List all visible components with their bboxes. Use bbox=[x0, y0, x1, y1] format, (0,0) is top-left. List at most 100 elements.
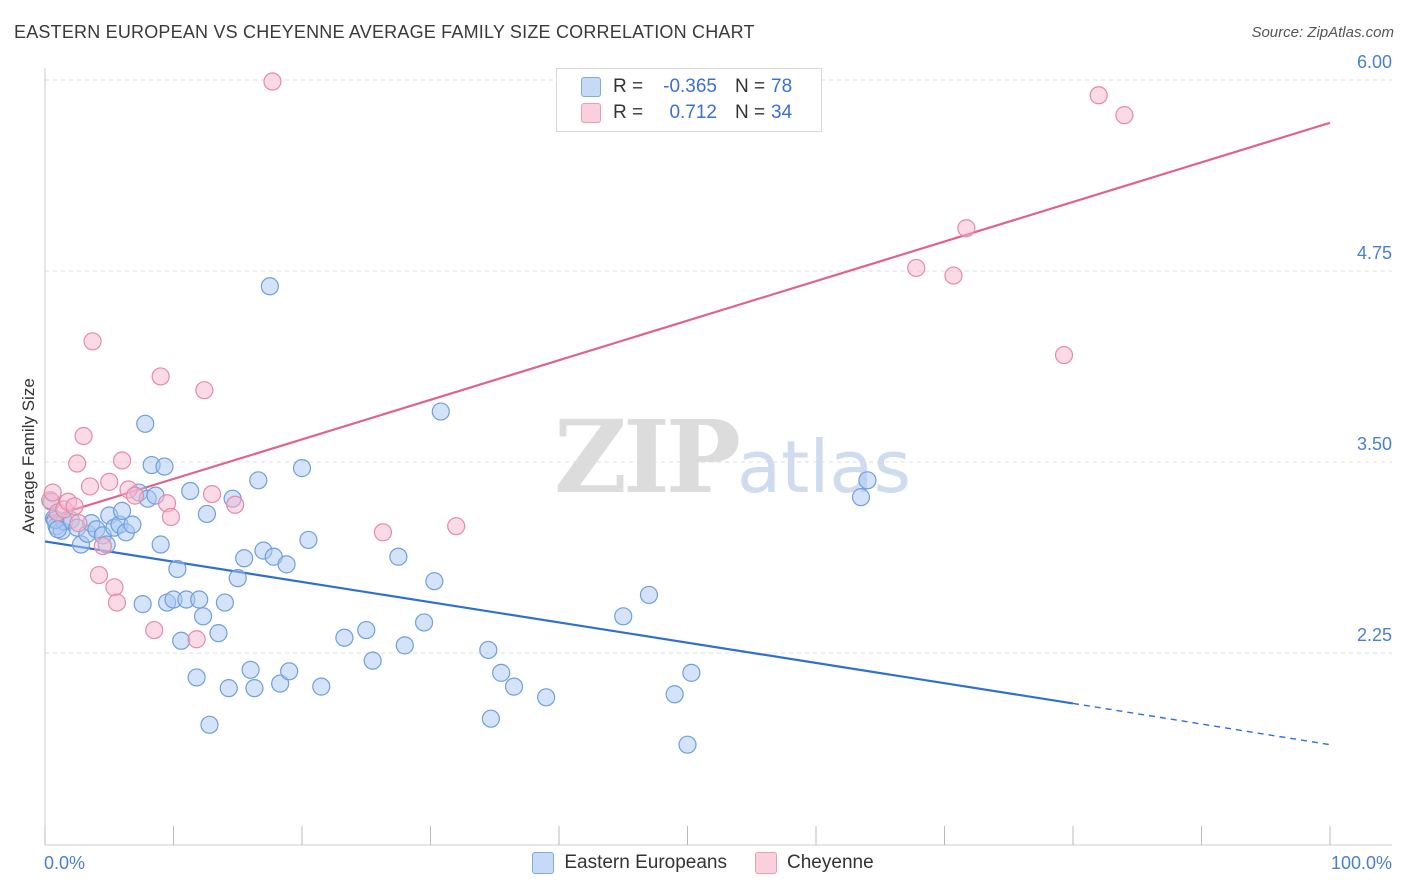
point-eastern-europeans bbox=[155, 457, 174, 476]
point-eastern-europeans bbox=[48, 520, 67, 539]
data-points bbox=[41, 72, 1134, 754]
y-tick-label: 3.50 bbox=[1357, 434, 1392, 454]
point-eastern-europeans bbox=[492, 663, 511, 682]
source-label: Source: ZipAtlas.com bbox=[1251, 24, 1394, 41]
point-eastern-europeans bbox=[209, 624, 228, 643]
point-eastern-europeans bbox=[235, 549, 254, 568]
point-eastern-europeans bbox=[245, 679, 264, 698]
tick-labels: 2.25 3.50 4.75 6.00 0.0% 100.0% Average Family… bbox=[19, 52, 1392, 873]
legend-r-label: R = bbox=[613, 102, 644, 123]
point-eastern-europeans bbox=[181, 481, 200, 501]
point-cheyenne bbox=[145, 620, 164, 640]
point-eastern-europeans bbox=[200, 715, 219, 734]
point-eastern-europeans bbox=[249, 471, 268, 490]
point-eastern-europeans bbox=[219, 679, 238, 698]
legend-r-value: -0.365 bbox=[663, 76, 717, 97]
point-eastern-europeans bbox=[851, 488, 871, 507]
point-eastern-europeans bbox=[504, 677, 524, 696]
point-eastern-europeans bbox=[112, 501, 132, 520]
point-eastern-europeans bbox=[431, 402, 450, 421]
point-eastern-europeans bbox=[389, 547, 408, 566]
watermark-zip: ZIP bbox=[554, 398, 741, 516]
point-cheyenne bbox=[1054, 345, 1074, 365]
point-eastern-europeans bbox=[481, 709, 500, 728]
x-tick-label: 0.0% bbox=[44, 853, 85, 873]
legend-row-cheyenne: R = 0.712 N = 34 bbox=[581, 100, 792, 126]
point-cheyenne bbox=[93, 536, 112, 556]
point-cheyenne bbox=[105, 578, 124, 597]
point-eastern-europeans bbox=[197, 504, 217, 524]
point-eastern-europeans bbox=[479, 640, 498, 660]
point-cheyenne bbox=[447, 517, 466, 536]
legend-swatch-pink bbox=[581, 103, 601, 123]
point-cheyenne bbox=[83, 332, 102, 351]
legend-label-cheyenne: Cheyenne bbox=[787, 852, 874, 873]
point-eastern-europeans bbox=[193, 607, 213, 626]
watermark: ZIPatlas bbox=[554, 398, 911, 516]
legend-n-label: N = bbox=[735, 76, 766, 97]
point-eastern-europeans bbox=[665, 685, 684, 704]
axes bbox=[44, 68, 1392, 846]
point-eastern-europeans bbox=[614, 607, 633, 626]
point-eastern-europeans bbox=[187, 668, 206, 687]
point-cheyenne bbox=[69, 514, 88, 533]
legend-swatch-blue bbox=[532, 852, 555, 874]
point-eastern-europeans bbox=[335, 628, 354, 647]
point-eastern-europeans bbox=[425, 572, 444, 591]
point-cheyenne bbox=[107, 593, 127, 612]
y-tick-label: 2.25 bbox=[1357, 625, 1392, 645]
y-axis-label: Average Family Size bbox=[19, 378, 38, 534]
point-cheyenne bbox=[957, 219, 976, 238]
trend-line-eastern-europeans-extension bbox=[1072, 702, 1331, 746]
point-eastern-europeans bbox=[280, 662, 299, 681]
point-cheyenne bbox=[100, 472, 119, 491]
point-cheyenne bbox=[80, 477, 100, 496]
legend-swatch-pink bbox=[755, 852, 778, 874]
legend-r-label: R = bbox=[613, 76, 644, 97]
point-eastern-europeans bbox=[241, 660, 260, 679]
trend-line-cheyenne bbox=[44, 121, 1331, 520]
trend-lines bbox=[44, 121, 1331, 746]
point-cheyenne bbox=[263, 72, 282, 91]
point-cheyenne bbox=[373, 523, 393, 542]
point-eastern-europeans bbox=[168, 559, 187, 579]
watermark-atlas: atlas bbox=[736, 425, 911, 509]
point-eastern-europeans bbox=[312, 677, 331, 696]
point-cheyenne bbox=[907, 258, 926, 278]
point-cheyenne bbox=[112, 451, 132, 470]
legend-n-value: 78 bbox=[771, 76, 793, 97]
legend-n-label: N = bbox=[735, 102, 766, 123]
point-eastern-europeans bbox=[133, 595, 152, 614]
point-eastern-europeans bbox=[858, 471, 877, 490]
point-cheyenne bbox=[43, 483, 62, 502]
point-cheyenne bbox=[161, 507, 181, 527]
point-eastern-europeans bbox=[215, 593, 234, 612]
point-cheyenne bbox=[202, 484, 222, 504]
point-cheyenne bbox=[226, 495, 245, 514]
legend-n-value: 34 bbox=[771, 102, 793, 123]
point-eastern-europeans bbox=[136, 414, 155, 433]
point-eastern-europeans bbox=[363, 651, 382, 670]
legend-label-eastern-europeans: Eastern Europeans bbox=[564, 852, 728, 873]
point-eastern-europeans bbox=[123, 515, 142, 534]
point-eastern-europeans bbox=[190, 590, 209, 609]
point-cheyenne bbox=[68, 454, 87, 473]
point-eastern-europeans bbox=[395, 636, 414, 655]
bottom-legend: Eastern Europeans Cheyenne bbox=[0, 852, 1406, 874]
point-eastern-europeans bbox=[299, 530, 318, 550]
y-tick-label: 6.00 bbox=[1357, 52, 1392, 72]
point-cheyenne bbox=[1089, 86, 1108, 105]
point-eastern-europeans bbox=[260, 277, 279, 296]
point-cheyenne bbox=[187, 630, 206, 649]
point-eastern-europeans bbox=[639, 585, 659, 605]
point-eastern-europeans bbox=[172, 631, 191, 650]
point-cheyenne bbox=[125, 486, 145, 505]
chart-title: EASTERN EUROPEAN VS CHEYENNE AVERAGE FAM… bbox=[14, 22, 755, 42]
y-tick-label: 4.75 bbox=[1357, 243, 1392, 263]
point-cheyenne bbox=[195, 381, 214, 400]
point-cheyenne bbox=[944, 266, 963, 285]
legend-swatch-blue bbox=[581, 77, 601, 97]
point-eastern-europeans bbox=[537, 688, 556, 707]
point-eastern-europeans bbox=[292, 459, 312, 478]
